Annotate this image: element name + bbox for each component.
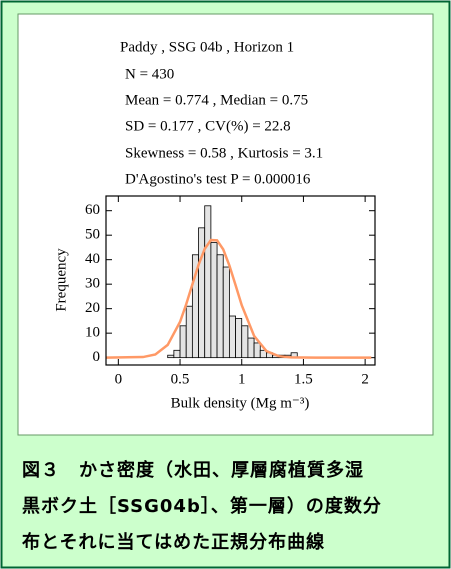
bar <box>247 337 255 359</box>
bar <box>198 227 206 359</box>
fitted-curve <box>105 238 372 359</box>
y-axis-label: Frequency <box>53 248 69 312</box>
chart-panel <box>17 13 434 436</box>
caption: 黒ボク土［SSG04b］、第一層）の度数分 <box>22 495 382 517</box>
caption: 図３ かさ密度（水田、厚層腐植質多湿 <box>22 459 364 481</box>
annotation: D'Agostino's test P = 0.000016 <box>125 171 311 187</box>
annotation: Mean = 0.774 , Median = 0.75 <box>125 92 308 108</box>
x-axis-label: Bulk density (Mg m⁻³) <box>171 395 310 411</box>
bar <box>235 318 243 359</box>
y-tick-label: 40 <box>85 251 100 267</box>
annotation: N = 430 <box>125 66 174 82</box>
caption: 布とそれに当てはめた正規分布曲線 <box>22 531 325 553</box>
bar <box>167 354 175 359</box>
bar <box>253 342 261 359</box>
y-tick-label: 0 <box>93 349 101 365</box>
bar <box>241 325 249 359</box>
y-tick-label: 20 <box>85 300 100 316</box>
y-tick-label: 30 <box>85 276 100 292</box>
x-tick-label: 2 <box>361 371 369 387</box>
y-tick-label: 10 <box>85 325 100 341</box>
bar <box>204 205 212 359</box>
x-tick-label: 1.5 <box>294 371 313 387</box>
bar <box>228 315 236 359</box>
bar <box>185 305 193 359</box>
annotation: Skewness = 0.58 , Kurtosis = 3.1 <box>125 145 323 161</box>
y-tick-label: 50 <box>85 227 100 243</box>
x-tick-label: 0.5 <box>171 371 190 387</box>
y-tick-label: 60 <box>85 202 100 218</box>
bar <box>173 349 181 359</box>
bar <box>216 254 224 359</box>
bar <box>222 266 230 359</box>
annotation: SD = 0.177 , CV(%) = 22.8 <box>125 118 291 134</box>
annotation: Paddy , SSG 04b , Horizon 1 <box>120 39 294 55</box>
plot-frame <box>105 195 376 366</box>
x-tick-label: 0 <box>115 371 123 387</box>
bar <box>210 242 218 359</box>
bar <box>179 325 187 359</box>
x-tick-label: 1 <box>238 371 246 387</box>
